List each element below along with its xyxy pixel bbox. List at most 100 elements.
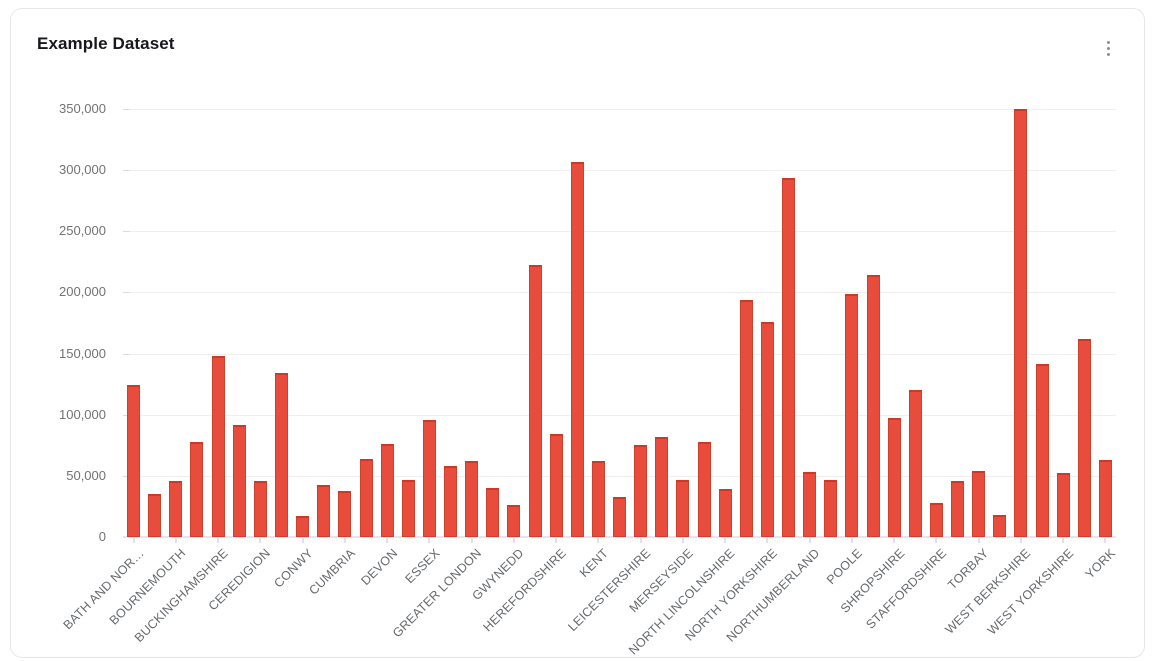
bar[interactable]	[655, 437, 669, 537]
kebab-dot	[1107, 53, 1110, 56]
bar[interactable]	[127, 384, 141, 537]
bar[interactable]	[676, 479, 690, 537]
x-axis-tick	[174, 538, 177, 543]
gridline	[123, 109, 1116, 110]
bar[interactable]	[697, 442, 711, 537]
bar-chart-plot-area: 0 50,000 100,000 150,000 200,000 250,000 300,0…	[11, 9, 1144, 657]
bar[interactable]	[528, 264, 542, 537]
bar[interactable]	[951, 480, 964, 537]
x-axis-line	[123, 536, 1116, 538]
bar[interactable]	[1035, 364, 1049, 537]
x-axis-tick	[132, 538, 135, 543]
bar[interactable]	[866, 274, 880, 537]
x-axis-label-text: HEREFORDSHIRE	[480, 546, 569, 635]
x-axis-label-text: STAFFORDSHIRE	[863, 546, 950, 632]
bar[interactable]	[908, 390, 922, 537]
bar[interactable]	[739, 299, 753, 537]
x-axis-tick	[850, 538, 853, 543]
x-axis-tick	[217, 538, 220, 543]
x-axis-tick	[343, 538, 346, 543]
bar[interactable]	[1014, 109, 1028, 537]
x-axis-tick	[470, 538, 473, 543]
bar[interactable]	[148, 493, 162, 537]
x-axis-tick	[597, 538, 600, 543]
gridline	[123, 231, 1116, 233]
x-axis-tick	[639, 538, 642, 543]
bar[interactable]	[613, 496, 626, 537]
x-axis-label-text: POOLE	[823, 546, 865, 588]
y-axis-tick	[123, 231, 130, 233]
x-axis-tick	[1019, 538, 1022, 543]
bar[interactable]	[760, 321, 774, 537]
bar[interactable]	[338, 491, 352, 537]
bar[interactable]	[253, 481, 267, 537]
y-axis-label: 350,000	[59, 101, 106, 116]
chart-card: Example Dataset 0 50,000 100,000 150,000 200…	[10, 8, 1145, 658]
gridline	[123, 475, 1116, 477]
bar[interactable]	[845, 293, 859, 537]
kebab-dot	[1107, 41, 1110, 44]
x-axis-label-text: WEST YORKSHIRE	[984, 546, 1077, 638]
y-axis-tick	[123, 292, 130, 294]
x-axis-tick	[766, 538, 769, 543]
y-axis-label: 150,000	[59, 345, 106, 361]
bar[interactable]	[972, 471, 986, 537]
x-axis-tick	[977, 538, 980, 543]
bar[interactable]	[211, 356, 225, 537]
x-axis-label-text: ESSEX	[402, 546, 443, 587]
y-axis-label: 250,000	[59, 223, 106, 239]
x-axis-label-text: BOURNEMOUTH	[107, 546, 189, 628]
x-axis-tick	[1104, 538, 1107, 543]
x-axis-tick	[301, 538, 304, 543]
y-axis-tick	[123, 170, 130, 172]
bar[interactable]	[993, 515, 1007, 537]
bar[interactable]	[232, 425, 246, 537]
bar[interactable]	[380, 443, 394, 537]
bar[interactable]	[169, 481, 183, 537]
bar[interactable]	[549, 434, 563, 537]
bar[interactable]	[929, 502, 943, 537]
chart-title: Example Dataset	[37, 34, 175, 53]
bar[interactable]	[507, 504, 521, 537]
gridline	[123, 170, 1116, 172]
y-axis-tick	[123, 353, 130, 355]
y-axis-tick	[123, 414, 130, 416]
bar[interactable]	[718, 488, 732, 537]
bar[interactable]	[296, 515, 310, 537]
bar[interactable]	[887, 417, 901, 537]
x-axis-tick	[935, 538, 938, 543]
bar[interactable]	[570, 162, 584, 537]
y-axis-label: 300,000	[59, 162, 106, 178]
x-axis-tick	[724, 538, 727, 543]
bar[interactable]	[591, 460, 605, 537]
x-axis-tick	[555, 538, 558, 543]
bar[interactable]	[1056, 472, 1070, 537]
x-axis-tick	[1062, 538, 1065, 543]
bar[interactable]	[275, 372, 288, 537]
bar[interactable]	[486, 487, 500, 537]
x-axis-tick	[428, 538, 431, 543]
bar[interactable]	[824, 480, 838, 537]
x-axis-tick	[386, 538, 389, 543]
x-axis-tick	[512, 538, 515, 543]
y-axis-label: 200,000	[59, 284, 106, 300]
x-axis-tick	[893, 538, 896, 543]
bar[interactable]	[359, 459, 373, 537]
bar[interactable]	[803, 471, 817, 537]
kebab-menu-icon[interactable]	[1097, 35, 1121, 61]
bar[interactable]	[317, 485, 331, 537]
bar[interactable]	[1098, 460, 1112, 537]
bar[interactable]	[782, 178, 795, 537]
bar[interactable]	[465, 460, 479, 537]
x-axis-tick	[259, 538, 262, 543]
x-axis-tick	[808, 538, 811, 543]
bar[interactable]	[1077, 338, 1091, 537]
bar[interactable]	[190, 441, 204, 537]
y-axis-label: 0	[98, 529, 106, 544]
bar[interactable]	[422, 419, 436, 537]
y-axis-label: 100,000	[59, 406, 106, 422]
bar[interactable]	[444, 466, 457, 537]
x-axis-label-text: YORK	[1082, 546, 1119, 582]
bar[interactable]	[401, 480, 415, 537]
bar[interactable]	[634, 444, 648, 537]
